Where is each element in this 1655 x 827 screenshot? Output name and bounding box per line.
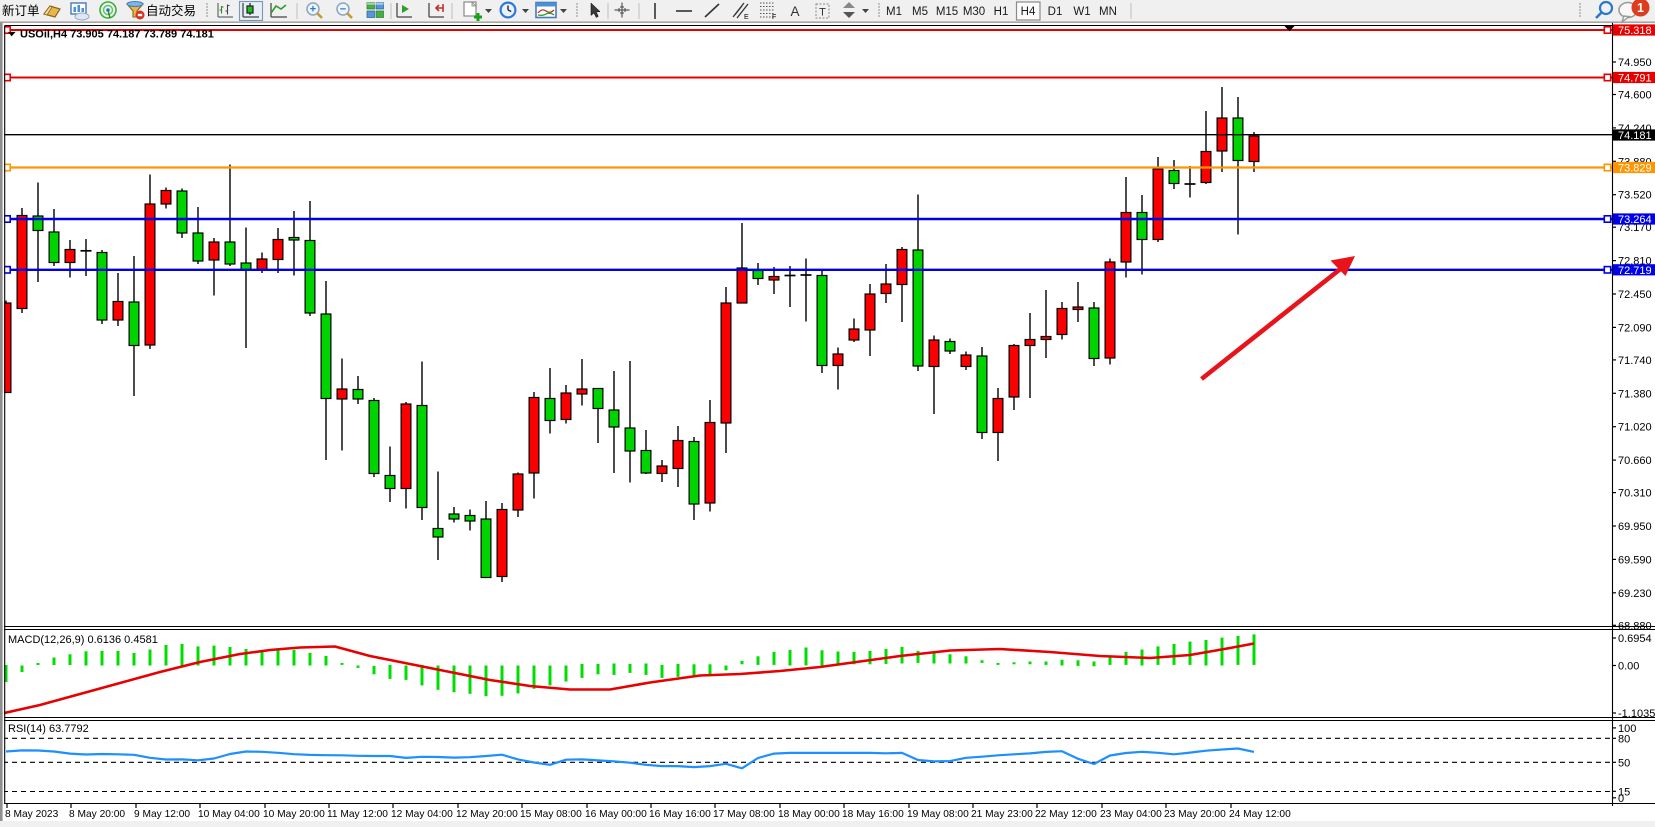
svg-text:A: A — [790, 4, 799, 19]
svg-text:73.829: 73.829 — [1618, 163, 1652, 175]
svg-text:H1: H1 — [994, 6, 1009, 18]
svg-text:10 May 20:00: 10 May 20:00 — [263, 809, 325, 820]
svg-text:12 May 20:00: 12 May 20:00 — [456, 809, 518, 820]
svg-text:M1: M1 — [886, 6, 902, 18]
svg-text:19 May 08:00: 19 May 08:00 — [907, 809, 969, 820]
svg-text:-1.1035: -1.1035 — [1618, 708, 1655, 720]
svg-text:68.880: 68.880 — [1618, 620, 1652, 632]
svg-text:16 May 16:00: 16 May 16:00 — [649, 809, 711, 820]
svg-text:72.450: 72.450 — [1618, 289, 1652, 301]
svg-text:MACD(12,26,9) 0.6136 0.4581: MACD(12,26,9) 0.6136 0.4581 — [8, 634, 158, 646]
svg-text:T: T — [819, 7, 826, 19]
svg-text:75.318: 75.318 — [1618, 25, 1652, 37]
svg-text:69.590: 69.590 — [1618, 554, 1652, 566]
svg-text:8 May 2023: 8 May 2023 — [5, 809, 59, 820]
svg-text:E: E — [744, 14, 749, 21]
svg-text:F: F — [772, 14, 776, 21]
svg-text:10 May 04:00: 10 May 04:00 — [198, 809, 260, 820]
svg-text:72.719: 72.719 — [1618, 265, 1652, 277]
svg-text:H4: H4 — [1021, 6, 1036, 18]
svg-text:9 May 12:00: 9 May 12:00 — [134, 809, 190, 820]
svg-text:71.740: 71.740 — [1618, 355, 1652, 367]
svg-text:−: − — [340, 4, 346, 16]
svg-text:70.310: 70.310 — [1618, 488, 1652, 500]
svg-text:15: 15 — [1618, 786, 1630, 798]
svg-text:自动交易: 自动交易 — [146, 3, 196, 18]
svg-text:23 May 04:00: 23 May 04:00 — [1100, 809, 1162, 820]
svg-text:21 May 23:00: 21 May 23:00 — [971, 809, 1033, 820]
svg-text:M5: M5 — [912, 6, 928, 18]
svg-text:69.950: 69.950 — [1618, 521, 1652, 533]
svg-text:15 May 08:00: 15 May 08:00 — [520, 809, 582, 820]
svg-text:80: 80 — [1618, 733, 1630, 745]
svg-text:70.660: 70.660 — [1618, 455, 1652, 467]
svg-text:M15: M15 — [936, 6, 958, 18]
svg-text:74.791: 74.791 — [1618, 73, 1652, 85]
svg-text:22 May 12:00: 22 May 12:00 — [1035, 809, 1097, 820]
svg-text:1: 1 — [1637, 1, 1644, 15]
svg-text:+: + — [310, 4, 316, 16]
svg-text:11 May 12:00: 11 May 12:00 — [327, 809, 388, 820]
svg-text:17 May 08:00: 17 May 08:00 — [713, 809, 775, 820]
svg-text:71.020: 71.020 — [1618, 422, 1652, 434]
svg-text:73.170: 73.170 — [1618, 222, 1652, 234]
svg-text:D1: D1 — [1048, 6, 1063, 18]
svg-text:50: 50 — [1618, 757, 1630, 769]
svg-text:M30: M30 — [963, 6, 985, 18]
svg-text:W1: W1 — [1073, 6, 1090, 18]
svg-text:74.600: 74.600 — [1618, 90, 1652, 102]
svg-text:新订单: 新订单 — [2, 3, 40, 18]
svg-text:USOil,H4 73.905 74.187 73.789: USOil,H4 73.905 74.187 73.789 74.181 — [20, 29, 214, 41]
svg-text:100: 100 — [1618, 723, 1636, 735]
svg-text:24 May 12:00: 24 May 12:00 — [1229, 809, 1291, 820]
svg-text:0.00: 0.00 — [1618, 661, 1639, 673]
svg-text:16 May 00:00: 16 May 00:00 — [585, 809, 647, 820]
svg-text:8 May 20:00: 8 May 20:00 — [69, 809, 125, 820]
svg-text:RSI(14) 63.7792: RSI(14) 63.7792 — [8, 723, 89, 735]
svg-text:MN: MN — [1099, 6, 1117, 18]
svg-text:71.380: 71.380 — [1618, 388, 1652, 400]
svg-text:74.181: 74.181 — [1618, 130, 1652, 142]
svg-text:12 May 04:00: 12 May 04:00 — [391, 809, 453, 820]
svg-text:73.264: 73.264 — [1618, 214, 1652, 226]
svg-text:18 May 00:00: 18 May 00:00 — [778, 809, 840, 820]
svg-text:74.950: 74.950 — [1618, 57, 1652, 69]
svg-text:73.520: 73.520 — [1618, 190, 1652, 202]
svg-text:0: 0 — [1618, 793, 1624, 805]
svg-text:18 May 16:00: 18 May 16:00 — [842, 809, 904, 820]
svg-text:0.6954: 0.6954 — [1618, 633, 1652, 645]
svg-text:72.090: 72.090 — [1618, 322, 1652, 334]
svg-text:69.230: 69.230 — [1618, 588, 1652, 600]
svg-text:23 May 20:00: 23 May 20:00 — [1164, 809, 1226, 820]
